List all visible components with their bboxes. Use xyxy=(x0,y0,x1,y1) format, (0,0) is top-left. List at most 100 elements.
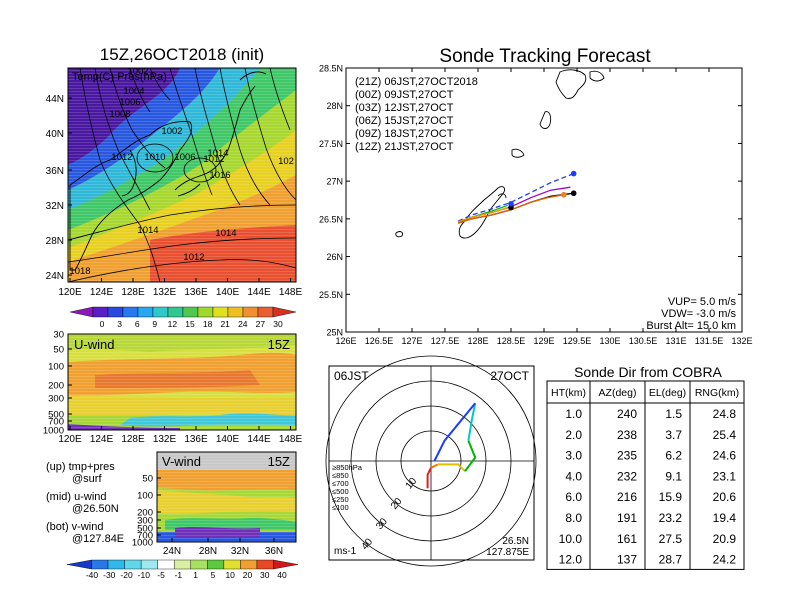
map-lat-tick-label: 36N xyxy=(46,166,64,177)
table-header: EL(deg) xyxy=(649,387,686,399)
table-header: RNG(km) xyxy=(695,387,739,399)
tracking-frame xyxy=(345,67,743,333)
table-cell: 3.7 xyxy=(665,428,682,442)
hodo-pres-legend-item: ≤250 xyxy=(332,495,349,504)
tracking-legend: (21Z) 06JST,27OCT2018 (00Z) 09JST,27OCT … xyxy=(355,76,478,153)
hodo-ring xyxy=(325,355,537,567)
svg-text:(mid) u-wind: (mid) u-wind xyxy=(46,491,107,503)
table-cell: 2.0 xyxy=(565,428,582,442)
vwind-panel xyxy=(157,452,296,542)
temp-colorbar-label: 24 xyxy=(238,319,248,329)
temp-colorbar-swatch xyxy=(122,306,139,318)
isobar-label: 1014 xyxy=(207,148,228,159)
svg-text:(bot) v-wind: (bot) v-wind xyxy=(46,521,103,533)
uwind-lon-tick-label: 124E xyxy=(90,434,114,445)
sonde-direction-table: HT(km) AZ(deg) EL(deg) RNG(km) 1.0 240 1.5 24.8… xyxy=(546,380,745,570)
uwind-lon-tick-label: 120E xyxy=(58,434,82,445)
wind-colorbar-label: 10 xyxy=(225,570,235,580)
table-cell: 1.0 xyxy=(565,407,582,421)
wind-colorbar-label: -10 xyxy=(138,570,151,580)
wind-colorbar-swatch xyxy=(124,559,142,570)
trk-lon-tick-label: 128E xyxy=(467,336,488,346)
vwind-lat-tick-label: 32N xyxy=(231,546,249,557)
table-header: HT(km) xyxy=(551,387,586,399)
table-cell: 20.6 xyxy=(713,490,737,504)
trk-lat-tick-label: 25N xyxy=(326,328,343,338)
hodo-lon: 127.875E xyxy=(486,547,529,558)
uwind-lon-tick-label: 132E xyxy=(153,434,177,445)
vwind-label: V-wind xyxy=(162,454,201,469)
map-lat-tick-label: 44N xyxy=(46,94,64,105)
isobar-label: 1008 xyxy=(109,109,130,120)
isobar-label: 1010 xyxy=(144,152,165,163)
burst-param: Burst Alt= 15.0 km xyxy=(646,320,736,332)
temp-colorbar-swatch xyxy=(107,306,124,318)
map-longitude-ticks: 120E 124E 128E 132E 136E 140E 144E 148E xyxy=(58,278,303,298)
trk-lat-tick-label: 26.5N xyxy=(319,214,343,224)
wind-colorbar-swatch xyxy=(223,559,241,570)
temp-colorbar-label: 18 xyxy=(203,319,213,329)
map-lon-tick-label: 140E xyxy=(216,287,240,298)
trk-lat-tick-label: 25.5N xyxy=(319,290,343,300)
table-cell: 28.7 xyxy=(659,553,683,567)
hodo-segment xyxy=(433,402,476,462)
temperature-colorbar: 0 3 6 9 12 15 18 21 24 27 30 xyxy=(69,306,297,329)
uwind-pres-tick-label: 100 xyxy=(48,362,64,373)
temp-colorbar-swatch xyxy=(212,306,229,318)
hodo-segment xyxy=(464,440,477,472)
svg-text:@26.50N: @26.50N xyxy=(72,503,119,515)
temp-colorbar-label: 0 xyxy=(100,319,105,329)
uwind-pres-tick-label: 30 xyxy=(53,330,64,341)
uwind-lon-tick-label: 136E xyxy=(184,434,208,445)
track-endpoint xyxy=(570,190,577,197)
temp-colorbar-swatch xyxy=(92,306,109,318)
wind-colorbar-label: -40 xyxy=(86,570,99,580)
isobar-label: 1006 xyxy=(119,97,140,108)
trk-lon-tick-label: 130.5E xyxy=(629,336,658,346)
temp-colorbar-label: 15 xyxy=(185,319,195,329)
table-cell: 238 xyxy=(617,428,637,442)
hodo-segment xyxy=(426,467,432,489)
tracking-title: Sonde Tracking Forecast xyxy=(439,46,651,67)
vwind-pres-tick-label: 300 xyxy=(137,516,153,527)
vwind-lat-tick-label: 36N xyxy=(265,546,283,557)
hodo-ring xyxy=(400,430,462,492)
table-cell: 24.2 xyxy=(713,553,737,567)
table-cell: 6.0 xyxy=(565,490,582,504)
table-cell: 216 xyxy=(617,490,637,504)
track-line xyxy=(457,206,508,223)
table-cell: 3.0 xyxy=(565,449,582,463)
table-cell: 235 xyxy=(617,449,637,463)
legend-entry-09z: (09Z) 18JST,27OCT xyxy=(355,128,454,140)
wind-colorbar-swatch xyxy=(174,559,191,570)
legend-entry-03z: (03Z) 12JST,27OCT xyxy=(355,102,454,114)
trk-lon-tick-label: 126E xyxy=(335,336,356,346)
vwind-time: 15Z xyxy=(268,454,290,469)
isobar-label: 1012 xyxy=(203,154,224,165)
temp-colorbar-swatch xyxy=(272,306,297,318)
table-title: Sonde Dir from COBRA xyxy=(574,364,722,380)
uwind-pres-tick-label: 1000 xyxy=(43,426,64,437)
vwind-pres-tick-label: 500 xyxy=(137,524,153,535)
hodo-lat: 26.5N xyxy=(502,536,529,547)
uwind-pres-tick-label: 300 xyxy=(48,394,64,405)
isobar-label: 1014 xyxy=(137,225,158,236)
uwind-pres-tick-label: 200 xyxy=(48,381,64,392)
table-cell: 10.0 xyxy=(559,532,583,546)
map-lon-tick-label: 136E xyxy=(184,287,208,298)
legend-entry-12z: (12Z) 21JST,27OCT xyxy=(355,141,454,153)
map-lon-tick-label: 148E xyxy=(279,287,303,298)
uwind-time: 15Z xyxy=(268,337,290,352)
uwind-pres-tick-label: 700 xyxy=(48,417,64,428)
table-cell: 25.4 xyxy=(713,428,737,442)
svg-text:(up) tmp+pres: (up) tmp+pres xyxy=(46,461,115,473)
hodograph-frame xyxy=(328,365,535,561)
trk-lat-tick-label: 26N xyxy=(326,252,343,262)
svg-text:@surf: @surf xyxy=(72,473,102,485)
track-endpoint xyxy=(570,170,577,177)
table-cell: 137 xyxy=(617,553,637,567)
wind-colorbar-swatch xyxy=(190,559,208,570)
hodo-pres-legend-item: ≥850hPa xyxy=(332,463,363,472)
wind-colorbar-label: 30 xyxy=(260,570,270,580)
